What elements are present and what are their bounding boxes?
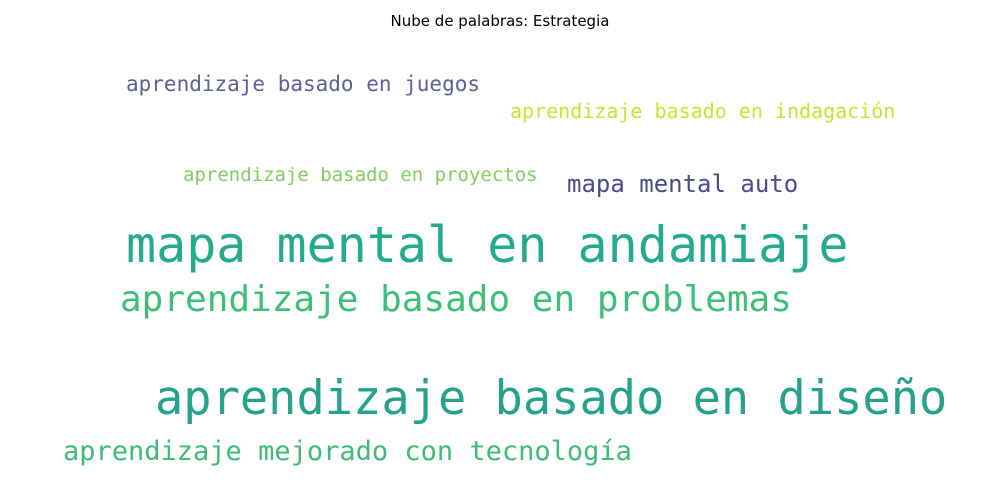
word-aprendizaje-basado-en-juegos: aprendizaje basado en juegos [126,72,481,96]
figure-title: Nube de palabras: Estrategia [390,12,610,30]
word-aprendizaje-basado-en-problemas: aprendizaje basado en problemas [120,279,792,320]
word-aprendizaje-basado-en-proyectos: aprendizaje basado en proyectos [183,164,538,186]
word-aprendizaje-basado-en-diseno: aprendizaje basado en diseño [155,371,948,426]
word-aprendizaje-mejorado-con-tecnologia: aprendizaje mejorado con tecnología [63,436,632,467]
word-mapa-mental-en-andamiaje: mapa mental en andamiaje [126,216,849,274]
word-aprendizaje-basado-en-indagacion: aprendizaje basado en indagación [510,99,896,123]
word-mapa-mental-auto: mapa mental auto [567,170,799,198]
